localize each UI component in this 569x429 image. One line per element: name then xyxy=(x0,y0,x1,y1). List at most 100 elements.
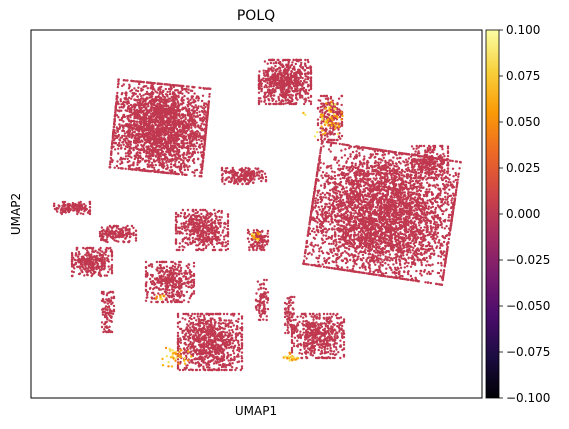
scatter-point xyxy=(154,96,157,99)
scatter-point xyxy=(187,91,190,95)
scatter-point xyxy=(344,148,347,151)
scatter-point xyxy=(153,160,156,163)
scatter-point xyxy=(115,164,119,168)
scatter-point xyxy=(407,270,410,273)
scatter-point xyxy=(172,129,175,132)
scatter-point xyxy=(370,248,374,251)
scatter-point xyxy=(196,114,199,117)
scatter-point xyxy=(166,132,169,135)
scatter-point xyxy=(129,90,132,93)
scatter-point xyxy=(310,229,314,233)
scatter-point xyxy=(161,93,164,97)
scatter-point xyxy=(271,80,274,84)
scatter-point xyxy=(440,226,444,229)
scatter-point xyxy=(293,81,297,84)
scatter-point xyxy=(184,117,187,121)
scatter-point xyxy=(426,199,429,202)
scatter-point xyxy=(204,105,207,109)
scatter-point xyxy=(136,95,139,98)
scatter-point xyxy=(193,92,196,95)
scatter-point xyxy=(117,147,120,150)
scatter-point xyxy=(120,146,123,149)
scatter-point xyxy=(140,139,143,142)
scatter-point xyxy=(284,90,288,93)
scatter-point xyxy=(133,136,136,140)
scatter-point xyxy=(110,145,114,148)
scatter-point xyxy=(119,136,122,139)
scatter-point xyxy=(172,141,176,144)
scatter-point xyxy=(166,111,169,114)
scatter-point xyxy=(129,168,132,171)
scatter-point xyxy=(126,151,130,154)
scatter-point xyxy=(264,102,268,106)
scatter-point xyxy=(152,166,156,169)
scatter-point xyxy=(177,161,181,164)
scatter-point xyxy=(178,115,181,118)
scatter-point xyxy=(154,163,157,167)
scatter-point xyxy=(176,135,179,138)
scatter-point xyxy=(287,67,290,71)
scatter-point xyxy=(395,153,398,157)
scatter-point xyxy=(202,104,206,107)
scatter-point xyxy=(337,135,341,139)
scatter-point xyxy=(159,88,162,91)
scatter-point xyxy=(203,137,207,141)
scatter-point xyxy=(437,254,440,258)
scatter-point xyxy=(147,156,150,160)
scatter-point xyxy=(307,66,310,70)
scatter-point xyxy=(318,254,321,257)
scatter-point xyxy=(340,103,343,107)
scatter-point xyxy=(331,127,334,130)
scatter-point xyxy=(173,89,177,92)
scatter-point xyxy=(122,126,125,130)
scatter-point xyxy=(115,114,119,117)
scatter-point xyxy=(268,85,271,88)
scatter-point xyxy=(174,163,177,166)
scatter-point xyxy=(292,90,296,93)
scatter-point xyxy=(281,90,284,94)
scatter-point xyxy=(174,157,177,161)
scatter-point xyxy=(161,150,165,153)
scatter-point xyxy=(178,122,181,125)
scatter-point xyxy=(132,134,135,137)
scatter-point xyxy=(186,119,190,122)
scatter-point xyxy=(272,102,275,106)
scatter-point xyxy=(195,121,198,124)
scatter-point xyxy=(170,104,173,107)
scatter-point xyxy=(123,97,126,100)
scatter-point xyxy=(319,99,322,102)
scatter-point xyxy=(328,103,331,106)
scatter-point xyxy=(300,61,303,65)
scatter-point xyxy=(127,167,130,171)
scatter-point xyxy=(338,115,342,119)
scatter-point xyxy=(198,132,201,135)
scatter-point xyxy=(153,140,156,143)
scatter-point xyxy=(185,87,188,91)
scatter-point xyxy=(291,75,294,78)
scatter-point xyxy=(257,74,261,77)
scatter-point xyxy=(137,86,140,89)
scatter-point xyxy=(288,58,291,62)
scatter-point xyxy=(328,131,332,134)
scatter-point xyxy=(304,88,308,92)
scatter-point xyxy=(168,97,172,100)
scatter-point xyxy=(190,113,193,117)
scatter-point xyxy=(179,157,182,161)
scatter-point xyxy=(152,107,155,111)
scatter-point xyxy=(116,160,119,163)
scatter-point xyxy=(398,262,402,266)
scatter-point xyxy=(190,119,193,123)
scatter-point xyxy=(200,119,204,122)
scatter-point xyxy=(433,179,436,182)
scatter-point xyxy=(134,80,137,83)
scatter-point xyxy=(340,219,343,223)
scatter-point xyxy=(299,72,302,75)
scatter-point xyxy=(274,71,277,75)
scatter-point xyxy=(177,103,180,106)
scatter-point xyxy=(174,104,177,108)
scatter-point xyxy=(169,172,172,175)
scatter-point xyxy=(274,61,278,64)
scatter-point xyxy=(124,167,127,170)
scatter-point xyxy=(181,126,184,129)
scatter-point xyxy=(346,214,349,217)
